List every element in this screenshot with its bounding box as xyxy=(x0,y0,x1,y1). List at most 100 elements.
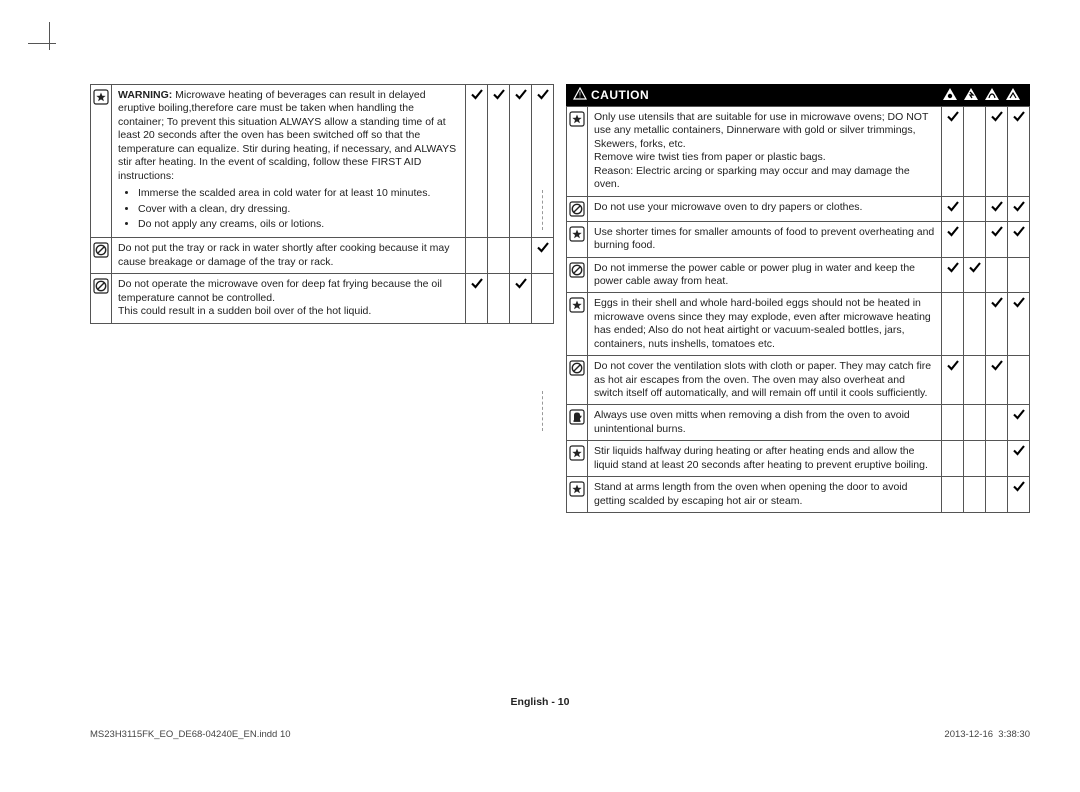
check-cell xyxy=(964,257,986,293)
row-text: Do not immerse the power cable or power … xyxy=(588,257,942,293)
check-cell xyxy=(510,274,532,323)
row-text: Do not operate the microwave oven for de… xyxy=(112,274,466,323)
spine-mark xyxy=(542,391,543,431)
row-text: Eggs in their shell and whole hard-boile… xyxy=(588,293,942,356)
table-row: Eggs in their shell and whole hard-boile… xyxy=(567,293,1030,356)
header-icons xyxy=(940,87,1023,104)
row-text: Do not use your microwave oven to dry pa… xyxy=(588,196,942,221)
table-row: Do not use your microwave oven to dry pa… xyxy=(567,196,1030,221)
check-cell xyxy=(942,405,964,441)
check-cell xyxy=(986,293,1008,356)
footer: MS23H3115FK_EO_DE68-04240E_EN.indd 10 20… xyxy=(90,729,1030,740)
table-row: Stir liquids halfway during heating or a… xyxy=(567,441,1030,477)
check-cell xyxy=(964,441,986,477)
check-cell xyxy=(942,221,964,257)
page: WARNING: Microwave heating of beverages … xyxy=(28,22,1052,764)
row-text: WARNING: Microwave heating of beverages … xyxy=(112,85,466,238)
check-cell xyxy=(488,274,510,323)
check-cell xyxy=(986,356,1008,405)
cropmark xyxy=(49,22,50,50)
check-cell xyxy=(466,238,488,274)
check-cell xyxy=(986,405,1008,441)
check-cell xyxy=(964,356,986,405)
check-cell xyxy=(964,107,986,197)
table-row: Stand at arms length from the oven when … xyxy=(567,477,1030,513)
caution-title: CAUTION xyxy=(591,88,940,102)
check-cell xyxy=(942,293,964,356)
caution-header: ! CAUTION xyxy=(566,84,1030,106)
left-table: WARNING: Microwave heating of beverages … xyxy=(90,84,554,324)
check-cell xyxy=(942,477,964,513)
row-text: Use shorter times for smaller amounts of… xyxy=(588,221,942,257)
check-cell xyxy=(942,196,964,221)
table-row: Always use oven mitts when removing a di… xyxy=(567,405,1030,441)
table-row: Only use utensils that are suitable for … xyxy=(567,107,1030,197)
warning-triangle-icon: ! xyxy=(573,87,587,104)
check-cell xyxy=(942,441,964,477)
row-text: Only use utensils that are suitable for … xyxy=(588,107,942,197)
row-icon xyxy=(567,441,588,477)
check-cell xyxy=(1008,477,1030,513)
table-row: Do not cover the ventilation slots with … xyxy=(567,356,1030,405)
check-cell xyxy=(942,257,964,293)
spine-mark xyxy=(542,190,543,230)
svg-text:!: ! xyxy=(579,90,581,99)
check-cell xyxy=(1008,405,1030,441)
header-icon xyxy=(1003,87,1023,104)
row-text: Stand at arms length from the oven when … xyxy=(588,477,942,513)
check-cell xyxy=(488,238,510,274)
row-icon xyxy=(567,405,588,441)
check-cell xyxy=(964,293,986,356)
row-icon xyxy=(91,274,112,323)
row-text: Stir liquids halfway during heating or a… xyxy=(588,441,942,477)
row-icon xyxy=(91,85,112,238)
table-row: WARNING: Microwave heating of beverages … xyxy=(91,85,554,238)
row-icon xyxy=(567,477,588,513)
row-text: Do not cover the ventilation slots with … xyxy=(588,356,942,405)
row-icon xyxy=(91,238,112,274)
header-icon xyxy=(982,87,1002,104)
check-cell xyxy=(466,85,488,238)
check-cell xyxy=(964,221,986,257)
check-cell xyxy=(1008,293,1030,356)
left-column: WARNING: Microwave heating of beverages … xyxy=(90,84,554,513)
row-icon xyxy=(567,257,588,293)
check-cell xyxy=(488,85,510,238)
footer-left: MS23H3115FK_EO_DE68-04240E_EN.indd 10 xyxy=(90,729,291,740)
check-cell xyxy=(986,257,1008,293)
row-icon xyxy=(567,293,588,356)
right-table: Only use utensils that are suitable for … xyxy=(566,106,1030,513)
row-text: Always use oven mitts when removing a di… xyxy=(588,405,942,441)
check-cell xyxy=(964,196,986,221)
row-icon xyxy=(567,221,588,257)
check-cell xyxy=(942,356,964,405)
check-cell xyxy=(942,107,964,197)
header-icon xyxy=(940,87,960,104)
check-cell xyxy=(510,238,532,274)
check-cell xyxy=(532,238,554,274)
row-icon xyxy=(567,107,588,197)
row-icon xyxy=(567,196,588,221)
page-label: English - 10 xyxy=(28,696,1052,708)
check-cell xyxy=(1008,257,1030,293)
check-cell xyxy=(510,85,532,238)
check-cell xyxy=(1008,196,1030,221)
table-row: Use shorter times for smaller amounts of… xyxy=(567,221,1030,257)
table-row: Do not operate the microwave oven for de… xyxy=(91,274,554,323)
check-cell xyxy=(466,274,488,323)
header-icon xyxy=(961,87,981,104)
table-row: Do not put the tray or rack in water sho… xyxy=(91,238,554,274)
content: WARNING: Microwave heating of beverages … xyxy=(90,84,1030,513)
check-cell xyxy=(986,196,1008,221)
table-row: Do not immerse the power cable or power … xyxy=(567,257,1030,293)
check-cell xyxy=(986,477,1008,513)
check-cell xyxy=(1008,441,1030,477)
check-cell xyxy=(1008,221,1030,257)
check-cell xyxy=(964,477,986,513)
check-cell xyxy=(1008,356,1030,405)
row-text: Do not put the tray or rack in water sho… xyxy=(112,238,466,274)
check-cell xyxy=(986,221,1008,257)
check-cell xyxy=(986,441,1008,477)
check-cell xyxy=(964,405,986,441)
check-cell xyxy=(986,107,1008,197)
